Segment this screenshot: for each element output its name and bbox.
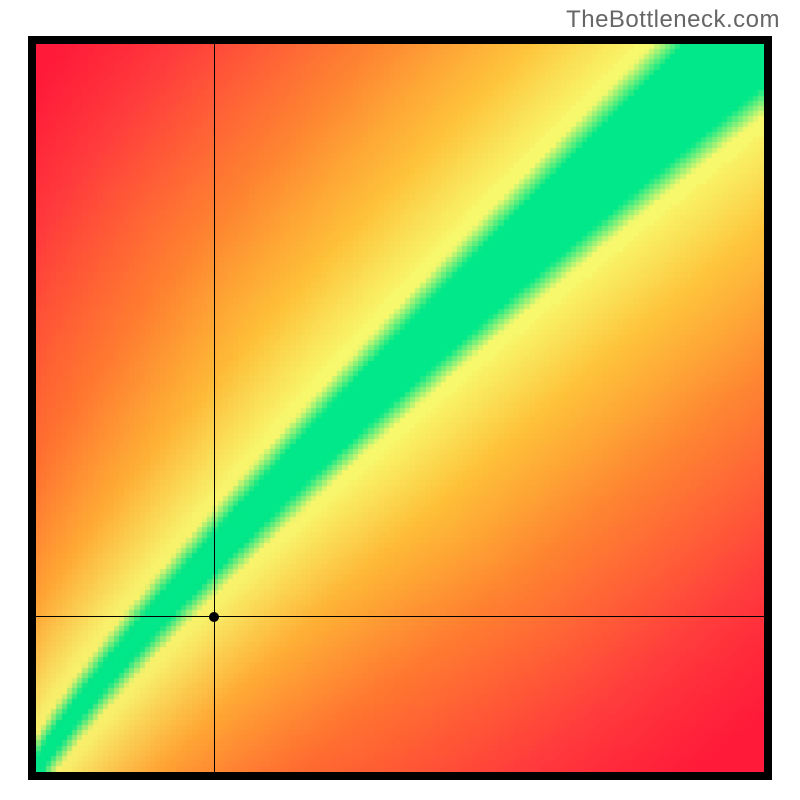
- chart-container: TheBottleneck.com: [0, 0, 800, 800]
- watermark-text: TheBottleneck.com: [566, 6, 780, 34]
- bottleneck-heatmap: [36, 44, 764, 772]
- crosshair-horizontal: [36, 616, 764, 617]
- crosshair-vertical: [214, 44, 215, 772]
